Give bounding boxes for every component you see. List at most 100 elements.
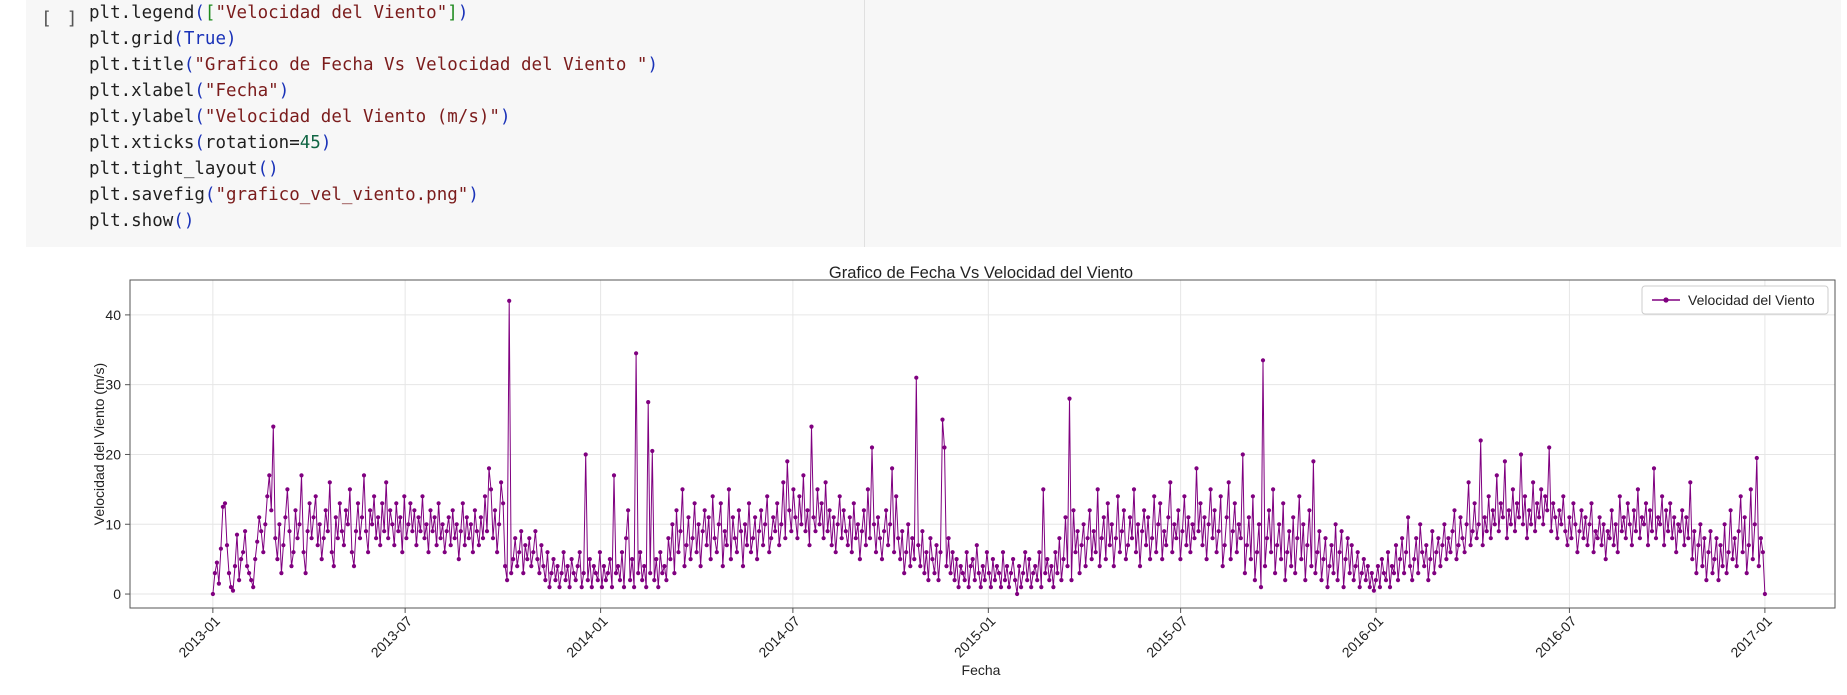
data-point: [1456, 543, 1461, 548]
data-point: [484, 529, 490, 534]
data-point: [702, 508, 707, 513]
data-point: [1063, 515, 1068, 520]
data-point: [759, 508, 764, 513]
data-point: [1377, 585, 1382, 590]
data-point: [650, 448, 655, 454]
data-point: [1065, 564, 1070, 569]
data-point: [1311, 459, 1316, 464]
data-point: [442, 550, 447, 555]
data-point: [1660, 494, 1665, 499]
data-point: [1154, 550, 1159, 555]
data-point: [1496, 529, 1501, 534]
data-point: [1258, 585, 1264, 590]
data-point: [847, 515, 852, 520]
data-point: [1738, 494, 1743, 499]
data-point: [803, 529, 808, 534]
data-point: [267, 473, 272, 478]
data-point: [859, 529, 865, 534]
data-point: [1656, 515, 1661, 520]
data-point: [1109, 522, 1114, 527]
data-point: [1188, 550, 1193, 555]
data-point: [1117, 550, 1122, 555]
data-point: [726, 487, 732, 492]
data-point: [311, 515, 316, 520]
cell-run-indicator[interactable]: [ ]: [41, 8, 80, 29]
x-tick-label: 2016-01: [1339, 613, 1387, 661]
data-point: [1581, 536, 1586, 541]
data-point: [1081, 522, 1086, 527]
data-point: [940, 417, 945, 422]
data-point: [1571, 501, 1576, 506]
data-point: [1631, 508, 1636, 513]
data-point: [333, 515, 338, 520]
data-point: [1087, 508, 1092, 513]
data-point: [823, 480, 828, 485]
cell-output-chart: Grafico de Fecha Vs Velocidad del Viento…: [91, 264, 1836, 678]
data-point: [1329, 543, 1334, 548]
data-point: [771, 515, 776, 520]
data-point: [1146, 515, 1151, 520]
data-point: [464, 515, 469, 520]
data-point: [1283, 578, 1288, 583]
data-point: [1319, 578, 1324, 583]
data-point: [738, 529, 744, 534]
data-point: [1295, 536, 1300, 541]
data-point: [1125, 543, 1131, 548]
data-point: [817, 522, 822, 527]
data-point: [1085, 536, 1090, 541]
data-point: [466, 536, 471, 541]
legend-label-arg: Velocidad del Viento: [226, 3, 437, 23]
data-point: [1468, 543, 1473, 548]
data-point: [454, 522, 459, 527]
data-point: [611, 473, 617, 478]
data-point: [1262, 564, 1268, 569]
data-point: [1529, 522, 1534, 527]
data-point: [1633, 529, 1638, 534]
data-point: [1545, 508, 1550, 513]
data-point: [1583, 515, 1588, 520]
data-point: [1559, 522, 1564, 527]
x-tick-label: 2015-07: [1143, 613, 1191, 661]
data-point: [1472, 501, 1477, 506]
data-point: [916, 543, 921, 548]
data-point: [1518, 452, 1524, 457]
data-point: [676, 550, 681, 555]
data-point: [1256, 522, 1262, 527]
data-point: [507, 298, 512, 303]
data-point: [835, 522, 840, 527]
data-point: [1750, 557, 1755, 562]
data-point: [1492, 522, 1497, 527]
data-point: [994, 564, 1000, 569]
data-point: [1535, 501, 1540, 506]
data-point: [634, 351, 639, 356]
data-point: [523, 543, 528, 548]
data-point: [1674, 550, 1679, 555]
data-point: [243, 529, 248, 534]
data-point: [827, 508, 832, 513]
data-point: [980, 564, 985, 569]
code-editor[interactable]: plt.legend(["Velocidad del Viento"]) plt…: [89, 0, 658, 234]
data-point: [1202, 515, 1207, 520]
data-point: [944, 564, 949, 569]
data-point: [1204, 557, 1209, 562]
data-point: [1077, 571, 1082, 576]
data-point: [841, 508, 846, 513]
data-point: [1760, 550, 1765, 555]
data-point: [902, 571, 907, 576]
savefig-arg: grafico_vel_viento.png: [226, 185, 458, 205]
data-point: [1670, 536, 1675, 541]
data-point: [1321, 557, 1326, 562]
data-point: [1494, 473, 1499, 478]
code-line-legend: plt.legend(["Velocidad del Viento"]): [89, 3, 469, 23]
data-point: [1073, 550, 1078, 555]
data-point: [273, 536, 278, 541]
data-point: [1533, 529, 1538, 534]
data-point: [906, 522, 911, 527]
data-point: [232, 564, 238, 569]
data-point: [1442, 522, 1447, 527]
code-cell[interactable]: [26, 0, 1841, 247]
data-point: [230, 588, 236, 593]
data-point: [462, 543, 467, 548]
data-point: [1180, 529, 1185, 534]
data-point: [682, 564, 687, 569]
